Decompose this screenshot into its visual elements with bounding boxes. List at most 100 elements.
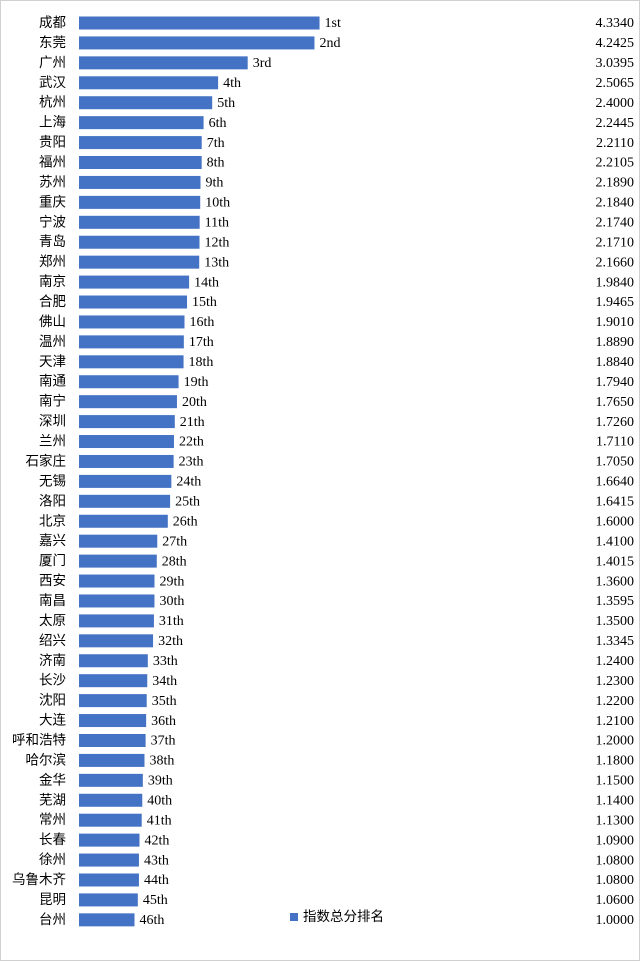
category-label: 无锡 [39,473,66,489]
bar [79,614,154,628]
rank-label: 22th [179,435,204,450]
bar [79,315,185,329]
rank-label: 5th [217,96,235,111]
category-label: 绍兴 [39,633,66,649]
category-label: 上海 [39,115,66,131]
rank-label: 37th [151,734,176,749]
bar [79,793,143,807]
category-label: 西安 [39,573,66,589]
value-label: 1.2400 [596,654,635,669]
rank-label: 32th [158,634,183,649]
bar [79,514,168,528]
rank-label: 18th [189,355,214,370]
value-label: 1.1800 [596,754,635,769]
value-label: 1.1400 [596,793,635,808]
category-label: 嘉兴 [39,533,66,549]
rank-label: 29th [159,574,184,589]
rank-label: 8th [207,156,225,171]
rank-label: 28th [162,554,187,569]
rank-label: 24th [176,475,201,490]
category-label: 乌鲁木齐 [12,872,66,888]
bar [79,474,172,488]
value-label: 2.2110 [596,136,634,151]
rank-label: 11th [205,216,229,231]
bar [79,833,140,847]
category-label: 徐州 [39,852,66,868]
category-label: 福州 [39,155,66,171]
value-label: 1.7260 [596,415,635,430]
category-label: 南昌 [39,593,66,609]
rank-label: 12th [204,235,229,250]
value-label: 1.8840 [596,355,635,370]
value-label: 2.2445 [596,116,635,131]
rank-label: 23th [179,455,204,470]
bar [79,295,188,309]
category-label: 哈尔滨 [26,752,67,768]
category-label: 宁波 [39,213,66,230]
value-label: 1.4100 [596,534,635,549]
bar [79,534,158,548]
bar [79,654,148,668]
rank-label: 10th [205,196,230,211]
value-label: 1.0800 [596,873,635,888]
bar [79,554,157,568]
rank-label: 46th [140,913,165,928]
category-label: 广州 [39,55,66,71]
value-label: 1.1300 [596,813,635,828]
category-label: 昆明 [39,892,66,908]
category-label: 杭州 [39,95,66,111]
bar [79,893,138,907]
value-label: 2.1740 [596,216,635,231]
rank-label: 41th [147,813,172,828]
bar [79,136,202,150]
category-label: 温州 [39,334,66,350]
value-label: 1.0600 [596,893,635,908]
rank-label: 44th [144,873,169,888]
bar [79,76,219,90]
bar [79,574,155,588]
bar [79,435,174,449]
rank-label: 14th [194,275,219,290]
bar [79,375,179,389]
rank-label: 34th [152,674,177,689]
category-label: 洛阳 [39,493,66,509]
bar [79,355,184,369]
category-label: 天津 [39,354,66,370]
value-label: 1.3595 [596,594,635,609]
rank-label: 42th [144,833,169,848]
category-label: 合肥 [39,294,66,310]
bar [79,714,147,728]
rank-label: 30th [159,594,184,609]
value-label: 2.1840 [596,196,635,211]
rank-label: 40th [147,793,172,808]
rank-label: 13th [204,255,229,270]
bar [79,395,177,409]
bar [79,494,171,508]
category-label: 贵阳 [39,135,66,151]
category-label: 常州 [39,812,66,828]
rank-label: 21th [180,415,205,430]
bar [79,195,201,209]
bar [79,56,248,70]
value-label: 1.9840 [596,275,635,290]
rank-label: 31th [159,614,184,629]
bar [79,215,200,229]
bar [79,36,315,50]
value-label: 1.1500 [596,774,635,789]
bar [79,733,146,747]
value-label: 2.2105 [596,156,635,171]
value-label: 1.0900 [596,833,635,848]
value-label: 2.5065 [596,76,635,91]
category-label: 太原 [39,613,66,629]
category-label: 厦门 [39,553,66,569]
bar [79,415,175,429]
rank-label: 27th [162,534,187,549]
rank-label: 1st [325,16,341,31]
rank-label: 19th [184,375,209,390]
rank-label: 9th [205,176,223,191]
bar [79,773,143,787]
value-label: 1.0000 [596,913,635,928]
category-label: 济南 [39,653,66,669]
rank-label: 45th [143,893,168,908]
